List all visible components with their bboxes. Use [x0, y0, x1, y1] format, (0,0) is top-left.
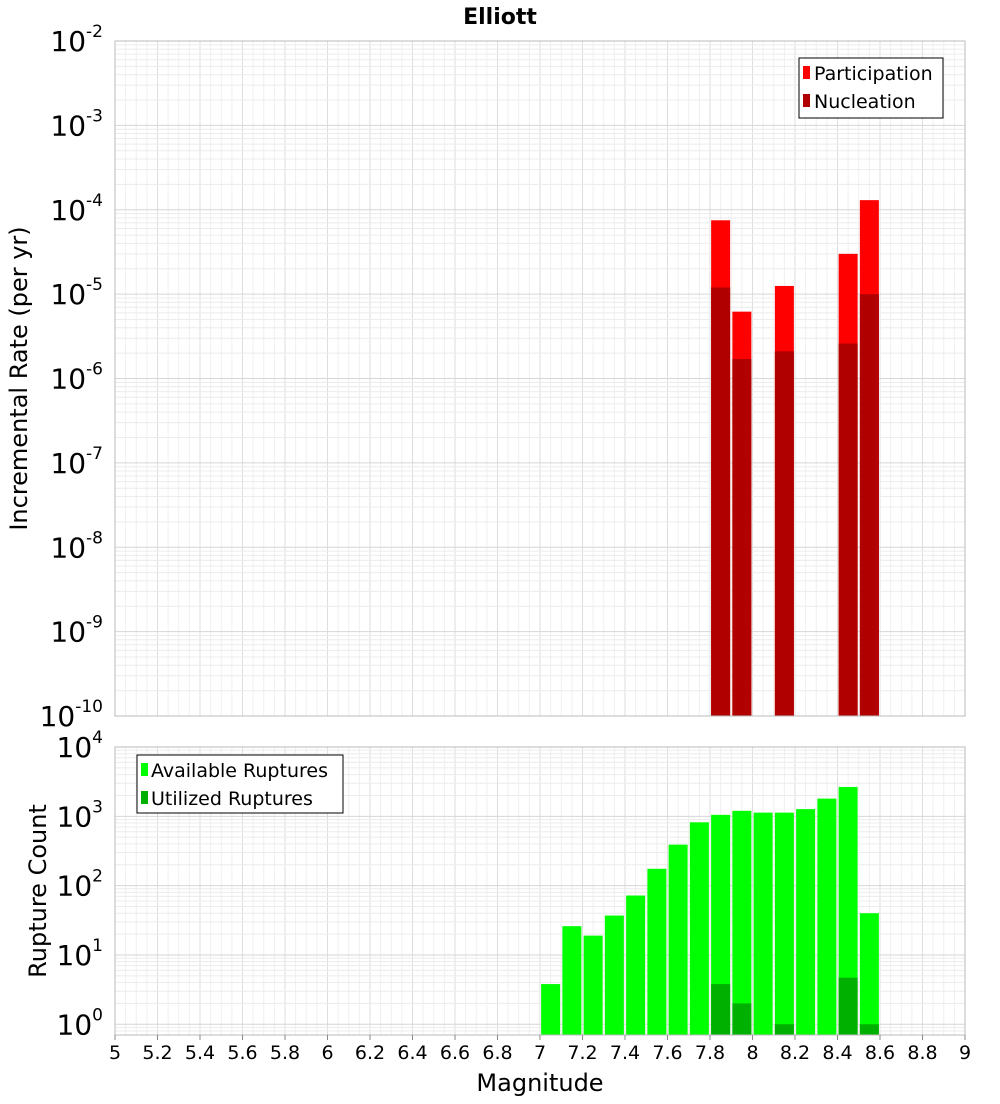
- bar-available-ruptures: [689, 822, 709, 1035]
- bottom-legend: Available Ruptures Utilized Ruptures: [136, 754, 344, 814]
- bottom-y-tick-label: 103: [57, 797, 103, 833]
- top-legend: Participation Nucleation: [798, 57, 944, 119]
- bar-nucleation: [774, 351, 794, 716]
- top-plot-border: [114, 40, 966, 717]
- top-legend-box: [798, 57, 944, 119]
- top-panel: 10-10 10-9 10-8 10-7 10-6 10-5 10-4 10-3 10-2 Par…: [40, 22, 966, 733]
- bar-utilized-ruptures: [711, 984, 731, 1035]
- top-y-axis-label: Incremental Rate (per yr): [5, 226, 33, 530]
- bar-available-ruptures: [583, 935, 603, 1035]
- x-tick-label: 6.6: [440, 1042, 470, 1064]
- x-tick-label: 5.6: [227, 1042, 257, 1064]
- x-tick-label: 5: [109, 1042, 121, 1064]
- x-tick-label: 8.4: [822, 1042, 852, 1064]
- bar-utilized-ruptures: [732, 1003, 752, 1035]
- top-y-tick-label: 10-8: [50, 528, 103, 564]
- bar-utilized-ruptures: [774, 1024, 794, 1035]
- x-tick-label: 6.8: [482, 1042, 512, 1064]
- bar-available-ruptures: [668, 844, 688, 1035]
- bar-available-ruptures: [796, 809, 816, 1035]
- x-axis-label: Magnitude: [476, 1069, 603, 1097]
- bottom-y-tick-label: 100: [57, 1005, 103, 1041]
- legend-swatch-participation: [803, 66, 810, 79]
- top-y-tick-label: 10-9: [50, 613, 103, 649]
- x-tick-label: 8.2: [780, 1042, 810, 1064]
- top-y-tick-label: 10-3: [50, 106, 103, 142]
- legend-label-available-ruptures: Available Ruptures: [151, 760, 328, 782]
- bar-available-ruptures: [562, 926, 582, 1035]
- x-tick-label: 9: [959, 1042, 971, 1064]
- legend-swatch-available-ruptures: [141, 763, 148, 776]
- bar-available-ruptures: [604, 915, 624, 1035]
- top-y-tick-label: 10-2: [50, 22, 103, 58]
- x-tick-label: 5.8: [270, 1042, 300, 1064]
- x-tick-label: 5.2: [142, 1042, 172, 1064]
- top-y-tick-label: 10-5: [50, 275, 103, 311]
- x-tick-label: 7: [534, 1042, 546, 1064]
- x-tick-label: 7.6: [652, 1042, 682, 1064]
- chart-title: Elliott: [463, 5, 537, 30]
- x-tick-label: 7.2: [567, 1042, 597, 1064]
- bar-utilized-ruptures: [859, 1024, 879, 1035]
- bar-available-ruptures: [626, 895, 646, 1035]
- bar-available-ruptures: [647, 868, 667, 1035]
- x-tick-label: 8.6: [865, 1042, 895, 1064]
- bar-available-ruptures: [541, 984, 561, 1035]
- bottom-panel: 100 101 102 103 104 Available Ruptures Utilize…: [57, 728, 972, 1064]
- bar-available-ruptures: [753, 812, 773, 1035]
- bar-available-ruptures: [711, 814, 731, 1035]
- bar-utilized-ruptures: [838, 977, 858, 1035]
- legend-label-nucleation: Nucleation: [814, 91, 916, 113]
- top-y-tick-label: 10-6: [50, 360, 103, 396]
- x-tick-label: 6.4: [397, 1042, 427, 1064]
- bottom-y-axis-label: Rupture Count: [24, 804, 52, 978]
- bottom-y-tick-label: 104: [57, 728, 103, 764]
- x-tick-label: 6: [321, 1042, 333, 1064]
- x-tick-label: 5.4: [185, 1042, 215, 1064]
- bar-nucleation: [711, 287, 731, 716]
- legend-swatch-nucleation: [803, 94, 810, 107]
- x-tick-label: 7.8: [695, 1042, 725, 1064]
- bar-available-ruptures: [817, 798, 837, 1035]
- top-y-tick-label: 10-10: [40, 697, 103, 733]
- bottom-legend-box: [136, 754, 344, 814]
- bottom-y-tick-label: 101: [57, 936, 103, 972]
- top-y-tick-label: 10-7: [50, 444, 103, 480]
- top-y-tick-label: 10-4: [50, 191, 103, 227]
- bar-available-ruptures: [732, 810, 752, 1035]
- legend-label-participation: Participation: [814, 63, 933, 85]
- bar-available-ruptures: [838, 786, 858, 1035]
- bar-nucleation: [859, 294, 879, 716]
- legend-label-utilized-ruptures: Utilized Ruptures: [151, 788, 313, 810]
- bar-available-ruptures: [859, 913, 879, 1035]
- bar-nucleation: [732, 359, 752, 716]
- legend-swatch-utilized-ruptures: [141, 791, 148, 804]
- x-tick-label: 8.8: [907, 1042, 937, 1064]
- x-tick-label: 7.4: [610, 1042, 640, 1064]
- bar-available-ruptures: [774, 812, 794, 1035]
- bottom-y-tick-label: 102: [57, 867, 103, 903]
- bar-nucleation: [838, 343, 858, 716]
- x-tick-label: 8: [746, 1042, 758, 1064]
- x-tick-label: 6.2: [355, 1042, 385, 1064]
